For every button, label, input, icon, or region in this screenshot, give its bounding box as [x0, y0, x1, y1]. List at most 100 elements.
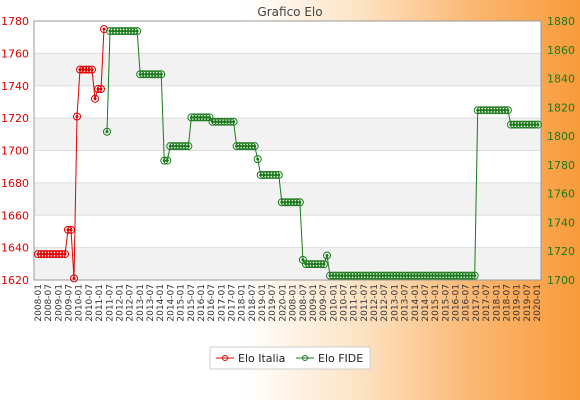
x-tick-label: 2012-07: [126, 284, 136, 322]
x-tick-label: 2016-01: [197, 284, 207, 322]
elo-fide-point: [163, 156, 172, 165]
y-right-tick-label: 1880: [547, 15, 575, 28]
legend-item: Elo Italia: [216, 352, 285, 365]
elo-fide-point-dot: [165, 159, 169, 163]
y-left-tick-label: 1700: [1, 145, 29, 158]
y-right-tick-label: 1740: [547, 216, 575, 229]
x-tick-label: 2012-07: [380, 284, 390, 322]
elo-italia-point-dot: [63, 252, 67, 256]
legend-swatch-marker: [222, 355, 228, 361]
x-tick-label: 2018-01: [238, 284, 248, 322]
elo-italia-point-dot: [72, 276, 76, 280]
elo-fide-point-dot: [105, 130, 109, 134]
x-tick-label: 2016-07: [462, 284, 472, 322]
x-tick-label: 2016-01: [452, 284, 462, 322]
y-left-tick-label: 1780: [1, 15, 29, 28]
elo-italia-point: [73, 112, 81, 121]
elo-fide-point: [133, 27, 142, 36]
elo-fide-point-dot: [232, 120, 236, 124]
legend-swatch-marker: [302, 355, 308, 361]
y-right-tick-label: 1700: [547, 274, 575, 287]
elo-fide-point: [274, 170, 283, 179]
elo-italia-point: [88, 65, 96, 74]
elo-fide-point-dot: [473, 274, 477, 278]
elo-fide-point-dot: [253, 144, 257, 148]
x-tick-label: 2013-01: [390, 284, 400, 322]
x-tick-label: 2008-07: [299, 284, 309, 322]
y-right-axis: 1700 1720 1740 1760 1780 1800 1820 1840 1860 1880: [547, 15, 575, 287]
elo-fide-point-dot: [207, 115, 211, 119]
x-tick-label: 2018-07: [248, 284, 258, 322]
x-tick-label: 2017-07: [227, 284, 237, 322]
x-tick-label: 2016-07: [207, 284, 217, 322]
x-tick-label: 2015-01: [177, 284, 187, 322]
y-left-tick-label: 1760: [1, 47, 29, 60]
elo-italia-point-dot: [69, 228, 73, 232]
elo-italia-point-dot: [75, 115, 79, 119]
y-left-tick-label: 1620: [1, 274, 29, 287]
legend-box: [209, 346, 371, 370]
x-tick-label: 2019-01: [258, 284, 268, 322]
x-axis: 2008-01 2008-07 2009-01 2009-07 2010-01 2010-…: [34, 284, 543, 322]
x-tick-label: 2013-01: [136, 284, 146, 322]
x-tick-label: 2010-07: [85, 284, 95, 322]
x-tick-label: 2009-07: [65, 284, 75, 322]
plot-band: [34, 118, 541, 151]
elo-fide-point: [503, 106, 512, 115]
x-tick-label: 2012-01: [115, 284, 125, 322]
elo-italia-point: [61, 250, 69, 259]
elo-italia-point: [70, 274, 78, 283]
x-tick-label: 2014-01: [156, 284, 166, 322]
x-tick-label: 2009-01: [309, 284, 319, 322]
y-left-tick-label: 1720: [1, 112, 29, 125]
elo-fide-point: [157, 70, 166, 79]
y-right-tick-label: 1820: [547, 101, 575, 114]
elo-italia-point-dot: [90, 68, 94, 72]
elo-italia-point: [91, 94, 99, 103]
elo-fide-point: [320, 260, 329, 269]
legend: Elo Italia Elo FIDE: [209, 346, 371, 370]
x-tick-label: 2015-07: [187, 284, 197, 322]
y-right-tick-label: 1860: [547, 44, 575, 57]
x-tick-label: 2015-01: [431, 284, 441, 322]
elo-fide-series: [103, 27, 542, 280]
legend-label: Elo FIDE: [318, 352, 363, 365]
x-tick-label: 2015-07: [441, 284, 451, 322]
elo-fide-point-dot: [536, 123, 540, 127]
legend-label: Elo Italia: [238, 352, 285, 365]
x-tick-label: 2010-07: [340, 284, 350, 322]
elo-italia-point: [97, 84, 105, 93]
y-left-tick-label: 1640: [1, 242, 29, 255]
elo-fide-point-dot: [186, 144, 190, 148]
elo-fide-point-dot: [506, 108, 510, 112]
elo-fide-point-dot: [159, 72, 163, 76]
x-tick-label: 2014-07: [166, 284, 176, 322]
plot-band: [34, 53, 541, 86]
x-tick-label: 2017-01: [472, 284, 482, 322]
elo-fide-point: [229, 117, 238, 126]
y-right-tick-label: 1720: [547, 245, 575, 258]
x-tick-label: 2011-01: [95, 284, 105, 322]
elo-italia-point-dot: [102, 27, 106, 31]
elo-italia-point: [67, 225, 75, 234]
y-right-tick-label: 1800: [547, 130, 575, 143]
x-tick-label: 2018-01: [492, 284, 502, 322]
x-tick-label: 2008-01: [34, 284, 44, 322]
x-tick-label: 2014-07: [421, 284, 431, 322]
elo-italia-point-dot: [93, 97, 97, 101]
x-tick-label: 2019-07: [523, 284, 533, 322]
elo-fide-point: [470, 271, 479, 280]
x-tick-label: 2008-01: [289, 284, 299, 322]
elo-fide-point: [250, 142, 259, 151]
x-tick-label: 2011-01: [350, 284, 360, 322]
chart-title: Grafico Elo: [257, 5, 322, 19]
y-right-tick-label: 1760: [547, 188, 575, 201]
elo-fide-point-dot: [298, 200, 302, 204]
y-right-tick-label: 1780: [547, 159, 575, 172]
x-tick-label: 2008-07: [44, 284, 54, 322]
legend-item: Elo FIDE: [296, 352, 363, 365]
elo-italia-series: [34, 25, 108, 283]
x-tick-label: 2013-07: [401, 284, 411, 322]
